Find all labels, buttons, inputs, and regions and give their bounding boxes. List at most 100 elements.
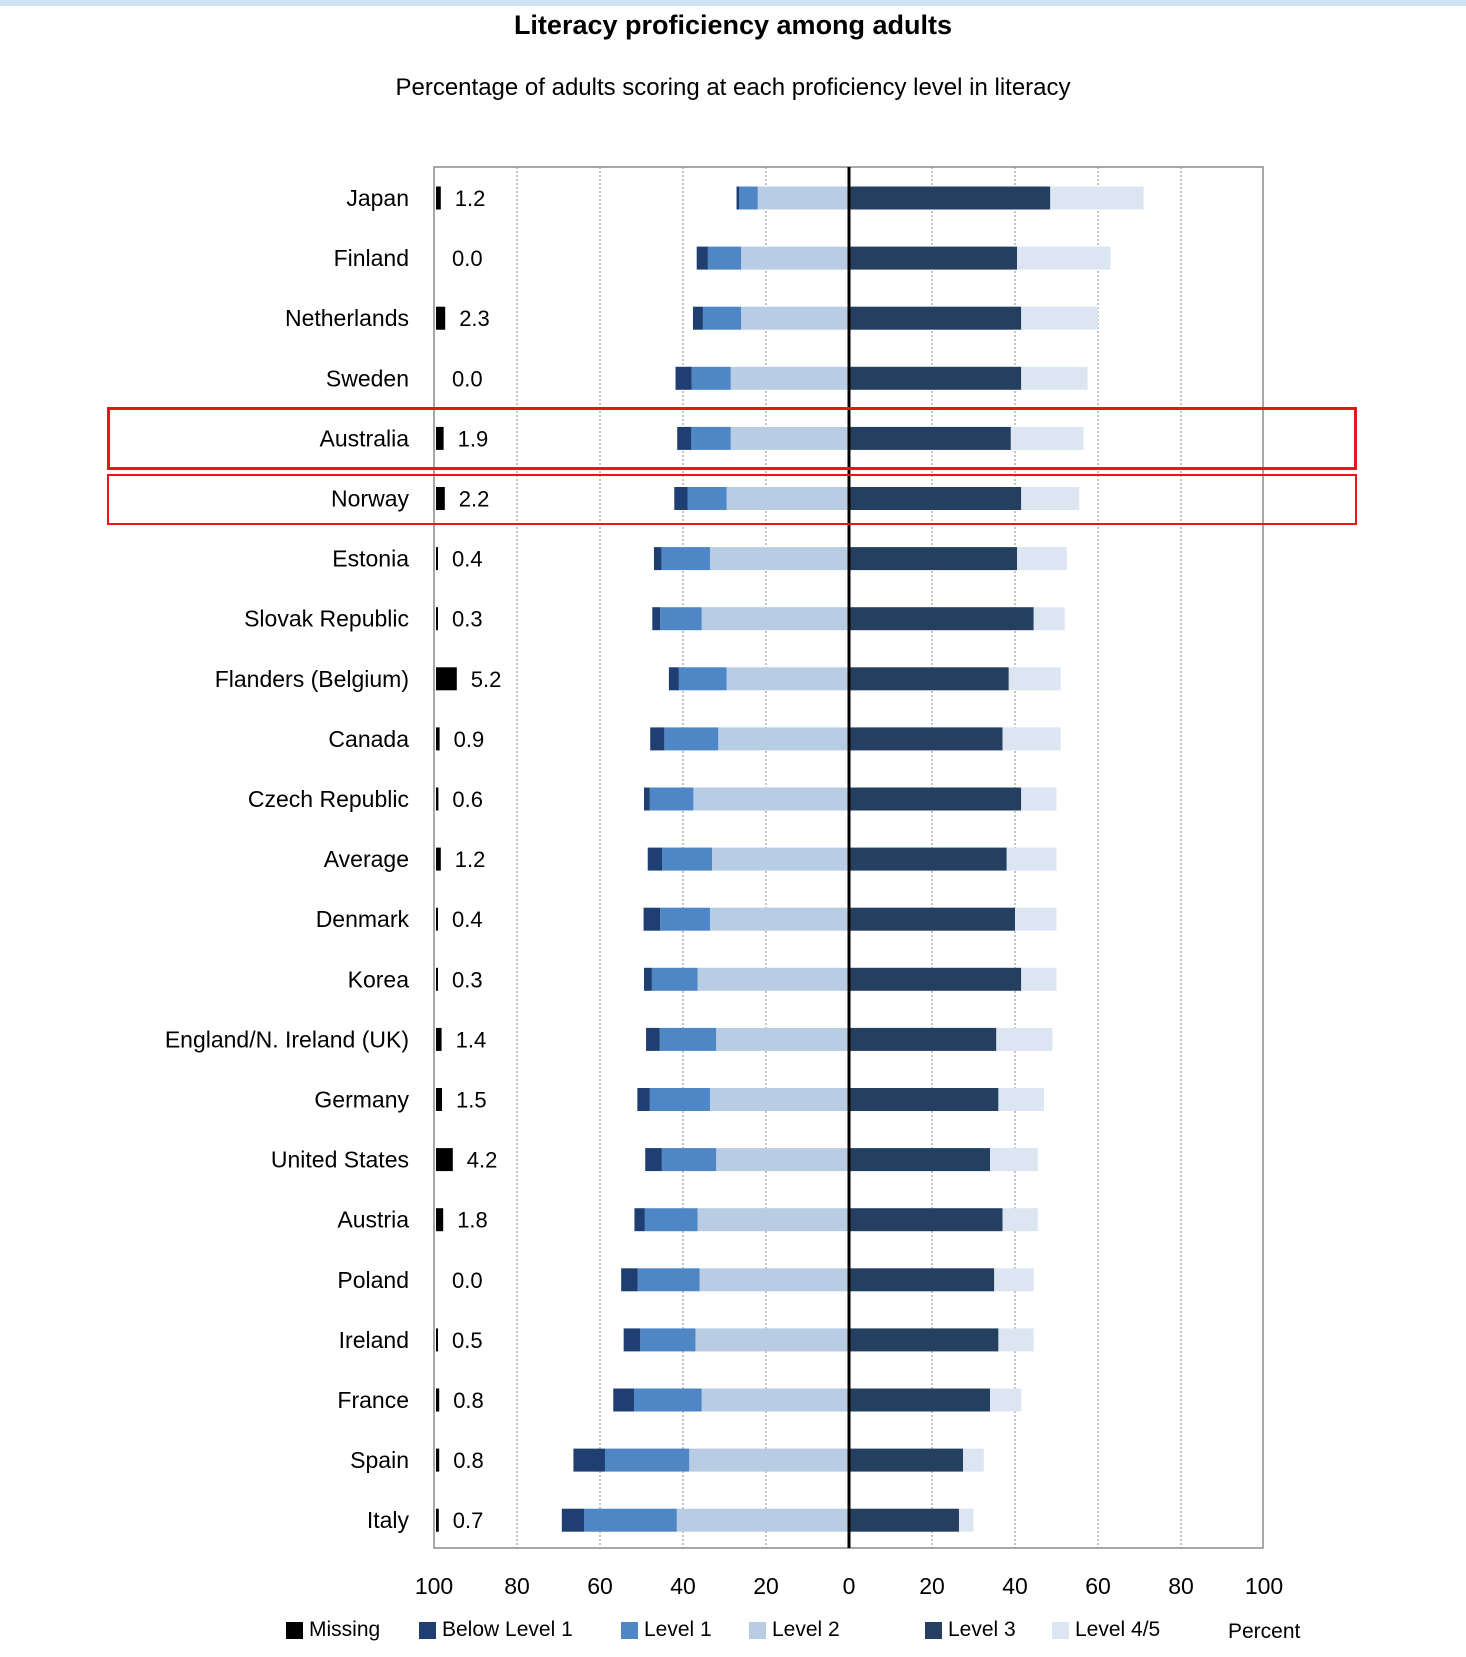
below-level-1-bar	[646, 1027, 660, 1051]
missing-bar	[436, 727, 440, 751]
missing-bar	[436, 1027, 442, 1051]
level-1-bar	[702, 306, 742, 330]
missing-value-label: 0.8	[453, 1388, 484, 1413]
level-4-5-bar	[1006, 847, 1057, 871]
level-2-bar	[726, 487, 849, 510]
highlight-box-australia	[107, 407, 1357, 470]
level-1-bar	[739, 186, 758, 210]
below-level-1-bar	[692, 306, 703, 330]
below-level-1-bar	[573, 1448, 605, 1472]
level-2-bar	[730, 426, 849, 450]
missing-value-label: 0.6	[452, 787, 483, 812]
below-level-1-bar	[668, 667, 679, 691]
missing-bar	[436, 607, 438, 631]
level-4-5-bar	[1002, 727, 1061, 751]
missing-value-label: 0.0	[452, 1268, 483, 1293]
missing-value-label: 1.2	[455, 186, 486, 211]
level-1-bar	[661, 1148, 717, 1172]
missing-bar	[436, 1448, 440, 1472]
missing-value-label: 0.3	[452, 967, 483, 992]
x-tick-label: 80	[1168, 1573, 1194, 1599]
level-1-bar	[634, 1388, 702, 1412]
legend-item-missing: Missing	[286, 1618, 380, 1642]
level-1-bar	[678, 667, 727, 691]
level-1-bar	[637, 1268, 700, 1292]
level-2-bar	[697, 1208, 849, 1232]
level-2-bar	[701, 1388, 849, 1412]
below-level-1-bar	[675, 366, 692, 390]
level-3-bar	[849, 787, 1022, 811]
level-2-bar	[716, 1027, 849, 1051]
level-3-bar	[849, 1268, 995, 1292]
chart-legend: Missing Below Level 1 Level 1 Level 2 Le…	[0, 1618, 1466, 1648]
level-1-bar	[691, 366, 731, 390]
level-2-bar	[709, 547, 849, 571]
below-level-1-bar	[653, 547, 662, 571]
country-label: Average	[324, 846, 409, 872]
level-1-bar	[651, 967, 698, 991]
level-2-bar	[709, 1088, 849, 1111]
level-2-bar	[699, 1268, 849, 1292]
legend-label-level-4-5: Level 4/5	[1075, 1618, 1161, 1641]
missing-value-label: 4.2	[467, 1148, 498, 1173]
level-4-5-bar	[1010, 426, 1084, 450]
level-4-5-bar	[1008, 667, 1061, 691]
level-4-5-bar	[1021, 967, 1057, 991]
level-2-bar	[730, 366, 849, 390]
country-label: Italy	[367, 1507, 410, 1533]
country-label: Canada	[328, 726, 409, 752]
missing-value-label: 0.5	[452, 1328, 483, 1353]
missing-value-label: 0.9	[454, 727, 485, 752]
legend-swatch-missing	[286, 1621, 303, 1639]
level-2-bar	[726, 667, 849, 691]
level-2-bar	[741, 306, 849, 330]
below-level-1-bar	[643, 967, 652, 991]
country-label: Australia	[320, 425, 410, 451]
legend-swatch-level-1	[621, 1621, 638, 1639]
level-1-bar	[640, 1328, 696, 1352]
level-3-bar	[849, 847, 1007, 871]
level-1-bar	[662, 847, 713, 871]
x-axis-unit-label: Percent	[1228, 1620, 1301, 1643]
missing-value-label: 2.3	[459, 306, 490, 331]
level-4-5-bar	[1017, 246, 1111, 270]
below-level-1-bar	[645, 1148, 662, 1172]
below-level-1-bar	[637, 1088, 650, 1111]
level-4-5-bar	[990, 1388, 1022, 1412]
legend-item-level-1: Level 1	[621, 1618, 712, 1642]
level-3-bar	[849, 1508, 959, 1532]
level-4-5-bar	[1021, 366, 1088, 390]
level-2-bar	[695, 1328, 849, 1352]
level-1-bar	[687, 487, 727, 510]
missing-bar	[436, 967, 438, 991]
legend-label-level-1: Level 1	[644, 1618, 712, 1641]
level-1-bar	[664, 727, 719, 751]
country-label: Spain	[350, 1447, 409, 1473]
missing-bar	[436, 1148, 453, 1172]
missing-bar	[436, 1088, 442, 1111]
level-3-bar	[849, 246, 1018, 270]
chart-subtitle: Percentage of adults scoring at each pro…	[395, 74, 1071, 101]
level-4-5-bar	[958, 1508, 974, 1532]
missing-value-label: 5.2	[471, 667, 502, 692]
missing-value-label: 0.4	[452, 547, 483, 572]
level-3-bar	[849, 1148, 991, 1172]
below-level-1-bar	[634, 1208, 645, 1232]
x-tick-label: 100	[415, 1573, 453, 1599]
legend-item-level-2: Level 2	[749, 1618, 840, 1642]
country-label: Poland	[337, 1267, 409, 1293]
missing-value-label: 0.8	[453, 1448, 484, 1473]
level-1-bar	[691, 426, 731, 450]
missing-bar	[436, 1328, 438, 1352]
level-3-bar	[849, 1388, 991, 1412]
level-4-5-bar	[1021, 787, 1057, 811]
x-tick-label: 40	[670, 1573, 696, 1599]
level-1-bar	[604, 1448, 690, 1472]
level-1-bar	[659, 1027, 717, 1051]
below-level-1-bar	[613, 1388, 635, 1412]
below-level-1-bar	[696, 246, 708, 270]
level-3-bar	[849, 1448, 964, 1472]
below-level-1-bar	[674, 487, 688, 510]
level-1-bar	[660, 907, 710, 931]
x-tick-label: 80	[504, 1573, 530, 1599]
